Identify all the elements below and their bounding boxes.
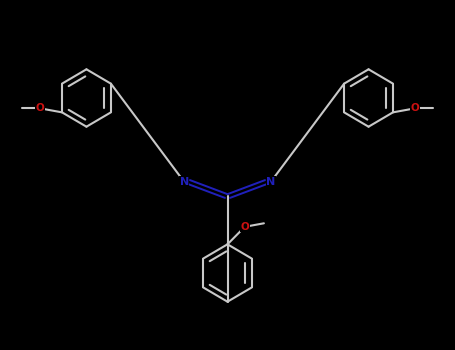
Text: N: N [180,177,189,187]
Text: O: O [410,103,419,113]
Text: O: O [36,103,45,113]
Text: O: O [240,222,249,232]
Text: N: N [266,177,275,187]
